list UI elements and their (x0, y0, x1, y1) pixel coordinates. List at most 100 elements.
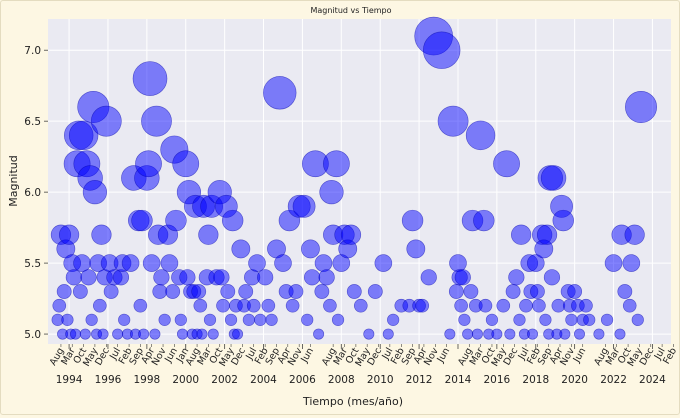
x-month-label: Jun (299, 346, 316, 365)
x-year-label: 1996 (95, 374, 122, 386)
data-point (604, 254, 623, 272)
data-point (540, 165, 567, 191)
data-point (121, 328, 133, 340)
data-point (246, 298, 261, 313)
data-point (461, 209, 484, 232)
data-point (174, 313, 187, 326)
data-point (625, 90, 658, 123)
data-point (160, 254, 179, 272)
data-point (73, 254, 91, 272)
data-point (406, 239, 426, 259)
data-point (149, 328, 161, 340)
x-year-label: 2000 (172, 374, 199, 386)
data-point (106, 269, 123, 286)
x-month-label: Feb (661, 346, 679, 366)
data-point (191, 284, 207, 299)
data-point (152, 284, 168, 299)
data-point (118, 313, 131, 326)
data-point (567, 284, 583, 299)
data-point (363, 328, 375, 340)
data-point (112, 328, 124, 340)
data-point (285, 298, 300, 313)
data-point (518, 328, 530, 340)
data-point (228, 328, 240, 340)
x-month-label: Jul (107, 346, 123, 362)
data-point (437, 105, 469, 137)
data-point (382, 328, 394, 340)
data-point (552, 209, 574, 232)
data-point (141, 105, 172, 137)
x-year-label: 2002 (211, 374, 238, 386)
data-point (292, 194, 316, 218)
data-point (193, 298, 208, 313)
data-point (449, 254, 467, 272)
data-point (221, 209, 244, 232)
data-point (508, 269, 525, 286)
data-point (532, 224, 553, 245)
data-point (374, 254, 393, 272)
data-point (64, 120, 94, 151)
data-point (91, 224, 112, 245)
y-tick-label: 6.0 (24, 187, 41, 199)
x-year-label: 2018 (522, 374, 549, 386)
data-point (526, 254, 545, 272)
data-point (96, 269, 113, 286)
data-point (220, 284, 236, 299)
data-point (288, 284, 304, 299)
x-month-label: Jul (652, 346, 668, 362)
data-point (550, 194, 573, 218)
data-point (583, 313, 596, 326)
x-month-label: Jul (244, 346, 260, 362)
data-point (527, 328, 539, 340)
data-point (511, 224, 532, 245)
data-point (513, 313, 526, 326)
data-point (254, 313, 267, 326)
data-point (165, 284, 181, 299)
data-point (135, 150, 162, 178)
data-point (454, 298, 468, 313)
data-point (80, 269, 97, 286)
data-point (186, 284, 202, 299)
data-point (444, 328, 456, 340)
data-point (485, 313, 499, 326)
data-point (213, 269, 230, 286)
data-point (573, 328, 585, 340)
x-year-label: 2006 (289, 374, 316, 386)
data-point (100, 254, 119, 272)
data-point (415, 298, 430, 313)
data-point (179, 269, 196, 286)
data-point (491, 328, 503, 340)
data-point (334, 224, 355, 245)
x-year-label: 2010 (367, 374, 394, 386)
data-point (132, 61, 168, 96)
data-point (622, 298, 637, 313)
data-point (131, 209, 153, 232)
data-point (72, 284, 88, 299)
x-month-label: Jul (380, 346, 396, 362)
data-point (198, 224, 219, 245)
data-point (318, 269, 335, 286)
data-point (191, 328, 203, 340)
data-point (401, 209, 424, 232)
plot-area (48, 19, 671, 344)
data-point (331, 313, 345, 326)
data-point (165, 209, 187, 232)
data-point (448, 284, 464, 299)
data-point (614, 328, 626, 340)
x-axis: 1994 1996 1998 2000 2002 2004 2006 2008 2010 2012… (48, 344, 679, 386)
data-point (248, 254, 266, 272)
data-point (593, 328, 605, 340)
data-point (624, 224, 645, 245)
data-point (465, 120, 496, 151)
data-point (539, 313, 552, 326)
data-point (242, 313, 255, 326)
data-point (536, 224, 558, 245)
data-point (274, 254, 292, 272)
data-point (79, 328, 91, 340)
data-point (468, 298, 483, 313)
data-point (454, 269, 471, 286)
data-point (537, 165, 564, 191)
data-point (103, 284, 119, 299)
x-year-label: 2024 (639, 374, 666, 386)
data-point (314, 284, 330, 299)
